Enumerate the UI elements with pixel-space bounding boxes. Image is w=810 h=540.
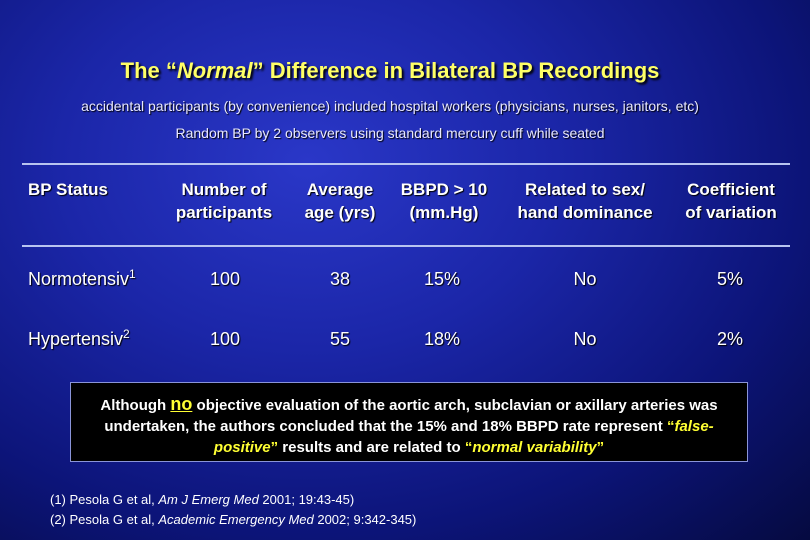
header-number: Number of participants [160,178,288,224]
header-related-line2: hand dominance [517,203,653,222]
table-cell-cv: 2% [716,329,743,349]
table-cell-number: 100 [209,269,241,289]
note-normal-variability: normal variability [472,439,597,456]
reference-prefix: (2) Pesola G et al, [50,512,159,527]
table-row-status: Hypertensiv2 [28,327,130,350]
table-cell-age: 55 [329,329,351,349]
table-header-rule [22,245,790,247]
table-cell-bbpd: 15% [423,269,461,289]
reference-prefix: (1) Pesola G et al, [50,492,159,507]
subtitle-participants: accidental participants (by convenience)… [81,98,699,114]
note-emphasis-no: no [170,394,193,414]
header-bbpd-line1: BBPD > 10 [400,180,488,199]
header-number-line1: Number of [181,180,267,199]
subtitle-method: Random BP by 2 observers using standard … [175,125,605,141]
row-status-label: Normotensiv [28,269,130,289]
header-related-line1: Related to sex/ [525,180,645,199]
row-status-label: Hypertensiv [28,329,124,349]
note-quote-close-1: ” [270,439,279,456]
note-text-1: Although [100,397,171,414]
table-cell-related: No [573,269,597,289]
reference-suffix: 2002; 9:342-345) [313,512,417,527]
table-cell-cv: 5% [716,269,743,289]
slide-title: The “Normal” Difference in Bilateral BP … [0,58,780,84]
header-cv-line1: Coefficient [687,180,775,199]
note-text-2: objective evaluation of the aortic arch,… [104,397,718,435]
header-bp-status: BP Status [28,178,148,201]
header-bbpd: BBPD > 10 (mm.Hg) [390,178,498,224]
header-cv-line2: of variation [685,203,777,222]
header-age-line1: Average [306,180,374,199]
header-number-line2: participants [175,203,273,222]
references: (1) Pesola G et al, Am J Emerg Med 2001;… [50,490,416,530]
row-status-ref: 2 [123,327,130,341]
note-quote-open-1: “ [666,418,675,435]
table-cell-age: 38 [329,269,351,289]
title-pre: The “ [120,58,177,83]
header-bbpd-line2: (mm.Hg) [409,203,479,222]
table-cell-bbpd: 18% [423,329,461,349]
header-related: Related to sex/ hand dominance [500,178,670,224]
table-cell-related: No [573,329,597,349]
title-emphasis: Normal [176,58,253,83]
note-quote-close-2: ” [596,439,605,456]
reference-suffix: 2001; 19:43-45) [258,492,355,507]
reference-journal: Am J Emerg Med [158,492,259,507]
reference-item: (2) Pesola G et al, Academic Emergency M… [50,510,416,530]
note-quote-open-2: “ [464,439,473,456]
reference-item: (1) Pesola G et al, Am J Emerg Med 2001;… [50,490,416,510]
note-text-3: results and are related to [278,439,465,456]
table-row-status: Normotensiv1 [28,267,136,290]
reference-journal: Academic Emergency Med [158,512,314,527]
header-cv: Coefficient of variation [672,178,790,224]
title-post: ” Difference in Bilateral BP Recordings [252,58,660,83]
table-cell-number: 100 [209,329,241,349]
note-false-positive: false-positive [213,418,714,456]
header-bp-status-line1: BP Status [28,180,108,199]
table-top-rule [22,163,790,165]
header-age: Average age (yrs) [290,178,390,224]
header-age-line2: age (yrs) [304,203,376,222]
conclusion-box: Although no objective evaluation of the … [70,382,748,462]
row-status-ref: 1 [129,267,136,281]
